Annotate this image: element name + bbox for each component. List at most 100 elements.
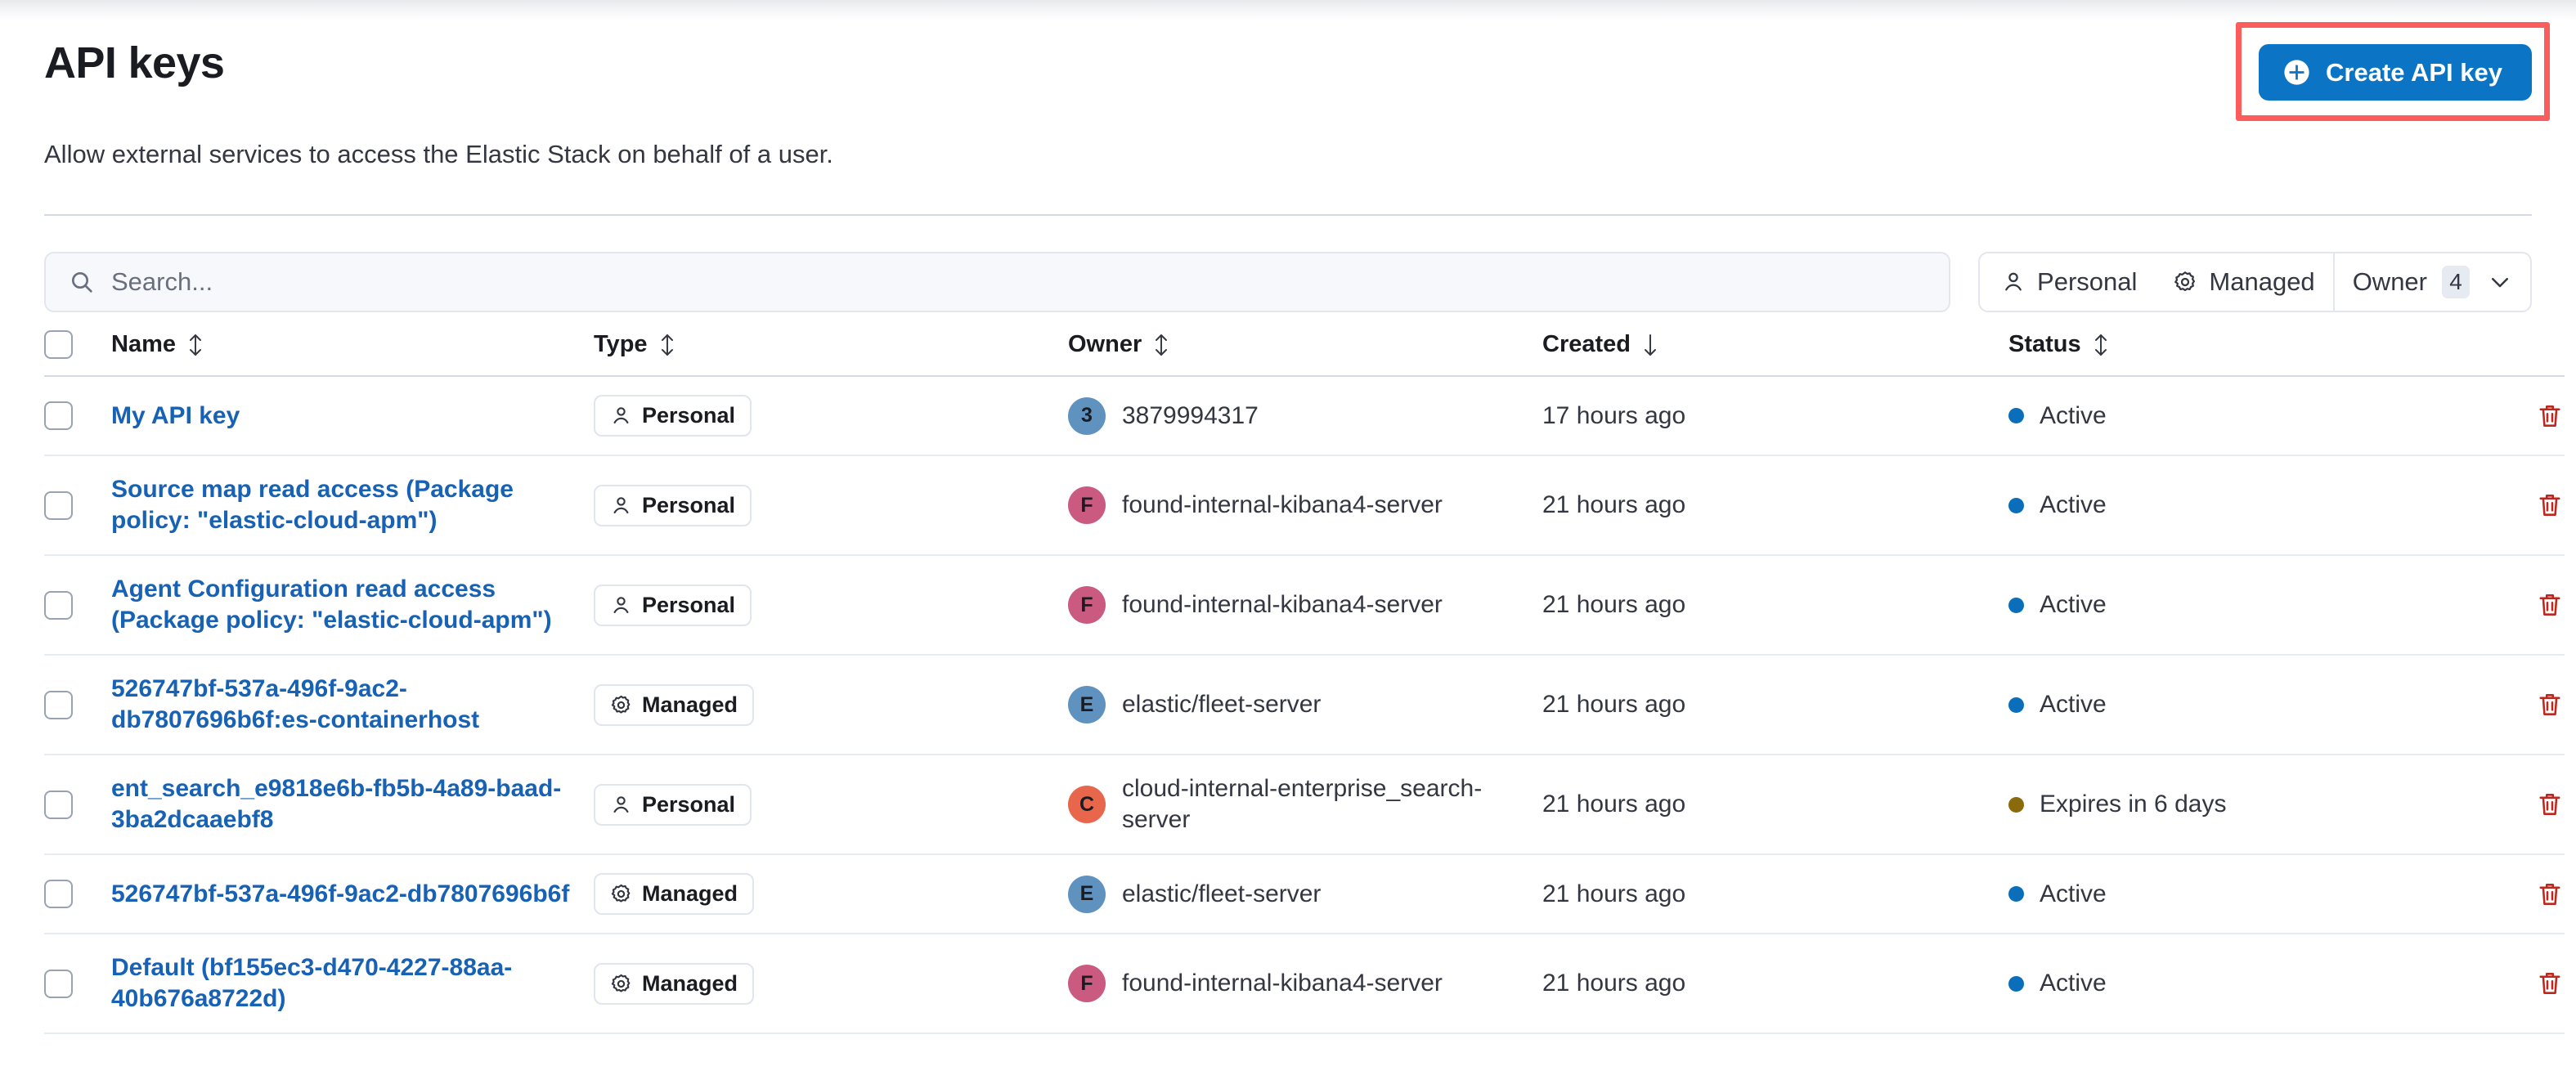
filter-owner-button[interactable]: Owner 4 bbox=[2335, 253, 2530, 311]
avatar: 3 bbox=[1068, 396, 1106, 435]
table-row: 526747bf-537a-496f-9ac2-db7807696b6f:es-… bbox=[44, 655, 2565, 755]
row-type-cell: Personal bbox=[594, 555, 1068, 656]
row-name-cell: My API key bbox=[111, 376, 594, 456]
column-header-name-label: Name bbox=[111, 331, 176, 357]
column-header-type[interactable]: Type bbox=[594, 312, 1068, 377]
status-dot bbox=[2008, 497, 2024, 513]
type-badge: Managed bbox=[594, 873, 755, 915]
gear-icon bbox=[610, 973, 632, 995]
page-content: API keys Create API key Allow external s… bbox=[44, 22, 2565, 1034]
row-select-checkbox[interactable] bbox=[44, 590, 73, 620]
status-badge: Active bbox=[2040, 401, 2107, 429]
user-icon bbox=[610, 794, 632, 816]
api-key-name-link[interactable]: Source map read access (Package policy: … bbox=[111, 476, 514, 534]
column-header-created[interactable]: Created bbox=[1542, 312, 2008, 377]
api-key-name-link[interactable]: My API key bbox=[111, 401, 240, 429]
api-key-name-link[interactable]: Default (bf155ec3-d470-4227-88aa-40b676a… bbox=[111, 954, 513, 1012]
filter-owner-count: 4 bbox=[2442, 266, 2470, 298]
delete-api-key-button[interactable] bbox=[2535, 690, 2565, 719]
filter-managed-button[interactable]: Managed bbox=[2155, 253, 2332, 311]
table-head: Name Type bbox=[44, 312, 2565, 377]
page-description: Allow external services to access the El… bbox=[44, 140, 833, 168]
status-badge: Active bbox=[2040, 880, 2107, 907]
column-header-status[interactable]: Status bbox=[2008, 312, 2434, 377]
row-select-cell bbox=[44, 455, 111, 556]
row-created-cell: 21 hours ago bbox=[1542, 555, 2008, 656]
row-type-cell: Managed bbox=[594, 854, 1068, 934]
status-dot bbox=[2008, 886, 2024, 902]
row-select-checkbox[interactable] bbox=[44, 969, 73, 998]
status-dot bbox=[2008, 408, 2024, 423]
create-api-key-button[interactable]: Create API key bbox=[2259, 44, 2532, 101]
status-dot bbox=[2008, 975, 2024, 992]
delete-api-key-button[interactable] bbox=[2535, 880, 2565, 909]
sort-both-icon bbox=[2090, 333, 2112, 357]
row-actions-cell bbox=[2434, 854, 2565, 934]
row-status-cell: Active bbox=[2008, 455, 2434, 556]
row-select-cell bbox=[44, 655, 111, 755]
created-text: 21 hours ago bbox=[1542, 880, 1686, 907]
row-created-cell: 21 hours ago bbox=[1542, 854, 2008, 934]
row-select-checkbox[interactable] bbox=[44, 880, 73, 908]
delete-api-key-button[interactable] bbox=[2535, 969, 2565, 998]
gear-icon bbox=[610, 883, 632, 905]
row-owner-cell: F found-internal-kibana4-server bbox=[1068, 455, 1542, 556]
row-select-checkbox[interactable] bbox=[44, 790, 73, 819]
column-header-owner[interactable]: Owner bbox=[1068, 312, 1542, 377]
row-type-cell: Managed bbox=[594, 655, 1068, 755]
gear-icon bbox=[2173, 270, 2197, 294]
type-badge-label: Personal bbox=[642, 492, 736, 517]
trash-icon bbox=[2535, 490, 2565, 520]
column-header-status-label: Status bbox=[2008, 331, 2081, 357]
delete-api-key-button[interactable] bbox=[2535, 790, 2565, 819]
api-key-name-link[interactable]: 526747bf-537a-496f-9ac2-db7807696b6f:es-… bbox=[111, 675, 480, 733]
type-badge-label: Personal bbox=[642, 403, 736, 428]
owner-name: elastic/fleet-server bbox=[1122, 880, 1322, 907]
api-key-name-link[interactable]: ent_search_e9818e6b-fb5b-4a89-baad-3ba2d… bbox=[111, 775, 562, 833]
chevron-down-icon bbox=[2488, 270, 2512, 294]
row-type-cell: Personal bbox=[594, 455, 1068, 556]
type-badge: Personal bbox=[594, 783, 752, 826]
row-name-cell: 526747bf-537a-496f-9ac2-db7807696b6f:es-… bbox=[111, 655, 594, 755]
row-status-cell: Active bbox=[2008, 655, 2434, 755]
search-icon bbox=[69, 269, 95, 295]
row-select-cell bbox=[44, 854, 111, 934]
created-text: 21 hours ago bbox=[1542, 491, 1686, 518]
row-status-cell: Active bbox=[2008, 854, 2434, 934]
filter-divider bbox=[2332, 253, 2335, 311]
table-controls: Personal Managed Owner 4 bbox=[44, 252, 2532, 312]
row-select-checkbox[interactable] bbox=[44, 401, 73, 430]
owner-name: found-internal-kibana4-server bbox=[1122, 491, 1443, 518]
created-text: 21 hours ago bbox=[1542, 791, 1686, 817]
sort-descending-icon bbox=[1640, 333, 1661, 357]
trash-icon bbox=[2535, 880, 2565, 909]
row-status-cell: Active bbox=[2008, 555, 2434, 656]
filter-personal-button[interactable]: Personal bbox=[1980, 253, 2155, 311]
search-input[interactable] bbox=[111, 253, 1927, 311]
table-row: Agent Configuration read access (Package… bbox=[44, 555, 2565, 656]
select-all-checkbox[interactable] bbox=[44, 330, 73, 359]
search-bar[interactable] bbox=[44, 252, 1951, 312]
table-row: Default (bf155ec3-d470-4227-88aa-40b676a… bbox=[44, 934, 2565, 1034]
delete-api-key-button[interactable] bbox=[2535, 401, 2565, 431]
api-key-name-link[interactable]: 526747bf-537a-496f-9ac2-db7807696b6f bbox=[111, 880, 570, 907]
row-name-cell: ent_search_e9818e6b-fb5b-4a89-baad-3ba2d… bbox=[111, 755, 594, 855]
row-select-checkbox[interactable] bbox=[44, 690, 73, 719]
create-api-key-label: Create API key bbox=[2326, 58, 2502, 87]
page-title: API keys bbox=[44, 38, 225, 87]
row-status-cell: Active bbox=[2008, 934, 2434, 1034]
trash-icon bbox=[2535, 790, 2565, 819]
trash-icon bbox=[2535, 401, 2565, 431]
avatar: F bbox=[1068, 965, 1106, 1002]
type-badge-label: Personal bbox=[642, 592, 736, 617]
owner-name: cloud-internal-enterprise_search-server bbox=[1122, 775, 1483, 833]
api-key-name-link[interactable]: Agent Configuration read access (Package… bbox=[111, 576, 552, 634]
filter-personal-label: Personal bbox=[2037, 267, 2138, 296]
column-header-name[interactable]: Name bbox=[111, 312, 594, 377]
delete-api-key-button[interactable] bbox=[2535, 490, 2565, 520]
status-badge: Expires in 6 days bbox=[2040, 791, 2227, 817]
row-name-cell: 526747bf-537a-496f-9ac2-db7807696b6f bbox=[111, 854, 594, 934]
row-select-checkbox[interactable] bbox=[44, 490, 73, 520]
delete-api-key-button[interactable] bbox=[2535, 590, 2565, 620]
row-type-cell: Managed bbox=[594, 934, 1068, 1034]
